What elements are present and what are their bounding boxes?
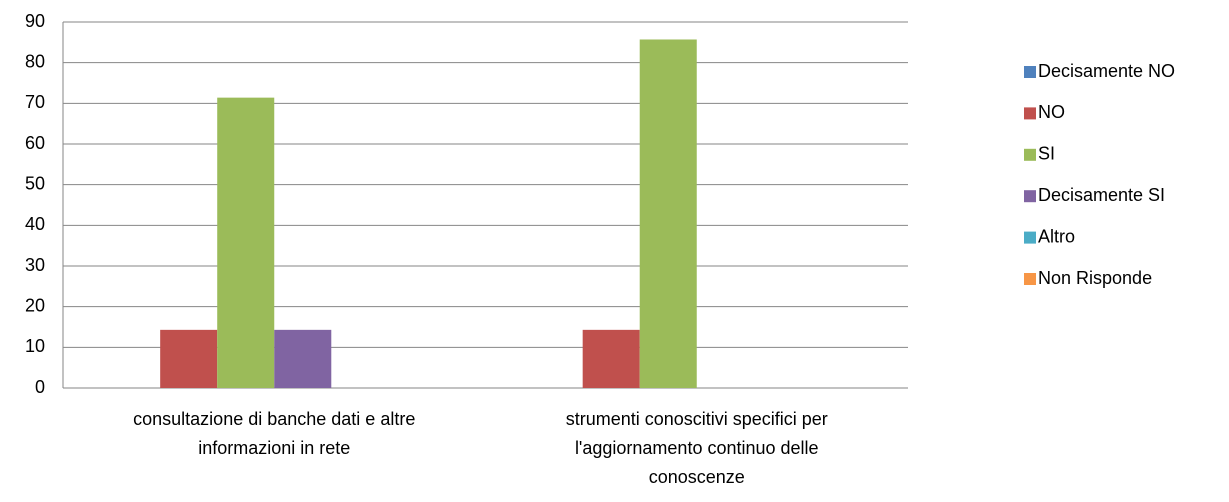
legend-swatch bbox=[1024, 231, 1036, 244]
y-tick-label: 50 bbox=[25, 173, 45, 193]
y-tick-label: 80 bbox=[25, 51, 45, 71]
y-tick-label: 60 bbox=[25, 133, 45, 153]
y-tick-label: 10 bbox=[25, 336, 45, 356]
y-tick-label: 40 bbox=[25, 214, 45, 234]
legend-label: Decisamente SI bbox=[1038, 185, 1165, 205]
x-tick-label: strumenti conoscitivi specifici per l'agg… bbox=[566, 409, 828, 487]
legend-swatch bbox=[1024, 273, 1036, 285]
y-tick-label: 70 bbox=[25, 92, 45, 112]
y-tick-label: 20 bbox=[25, 295, 45, 315]
legend-label: Non Risponde bbox=[1038, 268, 1152, 288]
legend-label: Altro bbox=[1038, 226, 1075, 246]
bar bbox=[160, 329, 218, 388]
x-tick-label: consultazione di banche dati e altre info… bbox=[133, 409, 415, 458]
legend-swatch bbox=[1024, 66, 1036, 78]
legend-label: Decisamente NO bbox=[1038, 61, 1175, 81]
bar bbox=[639, 39, 697, 389]
y-tick-label: 30 bbox=[25, 255, 45, 275]
y-tick-label: 90 bbox=[25, 11, 45, 31]
legend-label: NO bbox=[1038, 102, 1065, 122]
bar bbox=[582, 329, 640, 388]
legend-label: SI bbox=[1038, 144, 1055, 164]
legend-swatch bbox=[1024, 148, 1036, 161]
y-tick-label: 0 bbox=[35, 377, 45, 397]
bar bbox=[217, 97, 275, 388]
legend-swatch bbox=[1024, 107, 1036, 120]
bar bbox=[274, 329, 332, 388]
legend-swatch bbox=[1024, 190, 1036, 203]
